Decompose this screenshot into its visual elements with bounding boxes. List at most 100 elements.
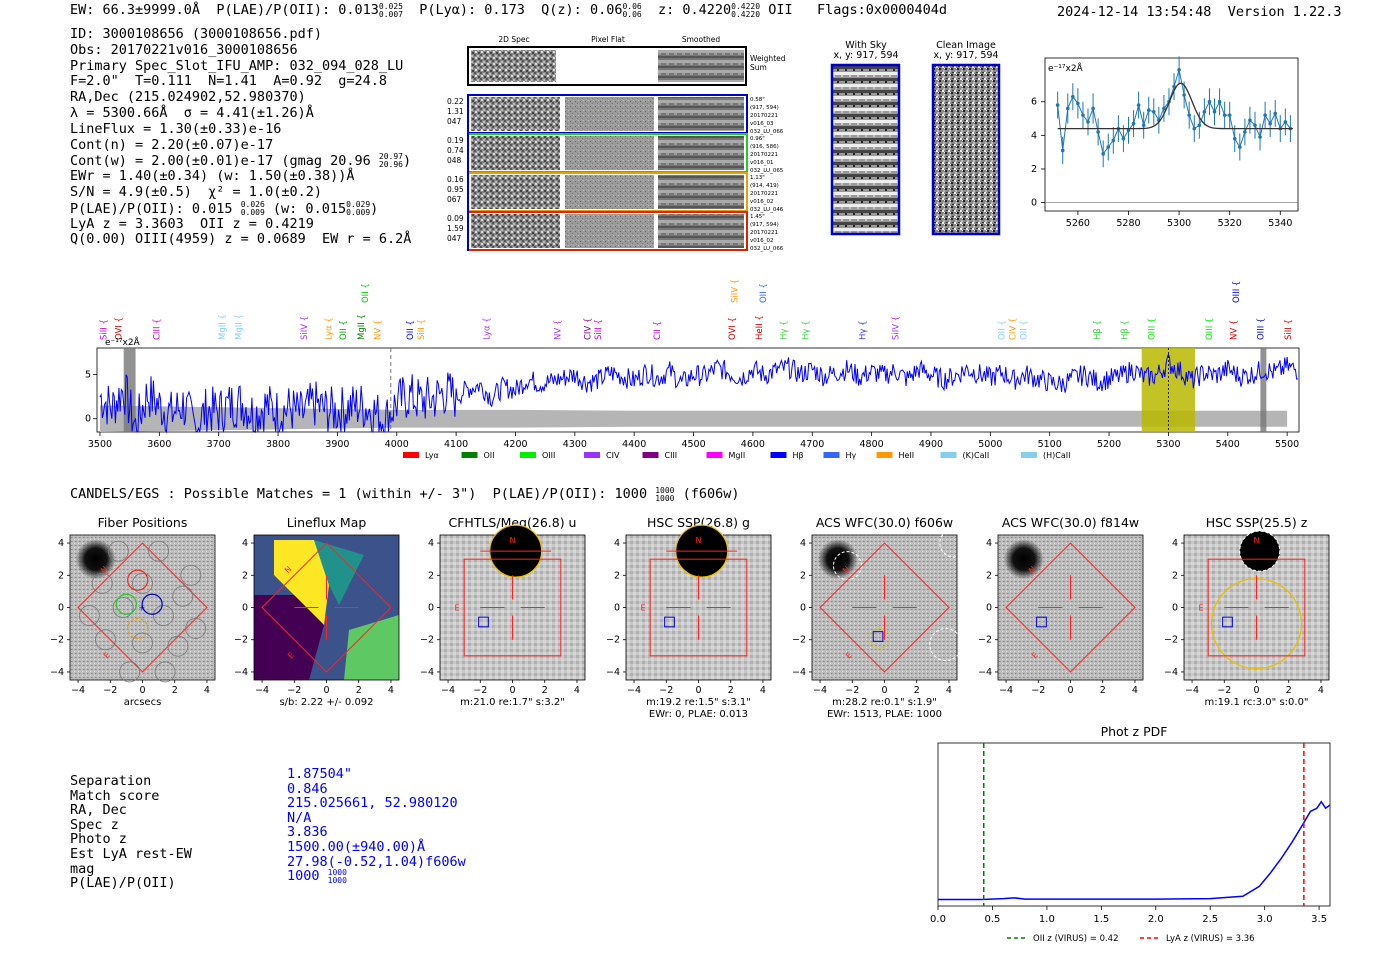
image-ytick-label: 4 [986, 538, 992, 549]
bright-star [1239, 530, 1281, 572]
zoom-xtick-label: 5340 [1268, 218, 1292, 229]
photz-xtick-label: 1.5 [1093, 914, 1109, 925]
zoom-xtick-label: 5280 [1116, 218, 1140, 229]
image-ytick-label: −2 [420, 635, 434, 646]
compass-n: N [1027, 564, 1038, 575]
cutout-right-label: (917, 594) [750, 222, 779, 228]
target-box [1036, 616, 1047, 628]
line-marker-label: OVI { [115, 317, 125, 340]
image-ytick-label: −4 [234, 667, 248, 678]
image-panel: ACS WFC(30.0) f814w N E −4 −2 0 2 4 4 2 0 −2 −4 [978, 515, 1144, 696]
image-xtick-label: 2 [1286, 685, 1292, 696]
photz-axes: 0.0 0.5 1.0 1.5 2.0 2.5 3.0 3.5 [930, 906, 1327, 925]
image-caption: s/b: 2.22 +/- 0.092 [279, 697, 373, 708]
header-datetime: 2024-12-14 13:54:48 [1057, 4, 1212, 20]
photz-legend: OII z (VIRUS) = 0.42 LyA z (VIRUS) = 3.3… [1007, 934, 1255, 944]
fiber-circle-highlight [127, 617, 149, 640]
image-ytick-label: 4 [614, 538, 620, 549]
header-z: z: 0.4220 [657, 2, 732, 18]
cutout-pixelflat [565, 214, 654, 248]
cutout-right-label: 0.58" [750, 97, 765, 103]
image-ytick-label: 0 [428, 603, 434, 614]
image-xtick-label: −4 [1185, 685, 1199, 696]
image-xtick-label: 0 [1253, 685, 1259, 696]
compass-e: E [1030, 651, 1040, 661]
cutout-right-label: 032_LU_065 [750, 168, 784, 174]
legend-label: (H)CaII [1043, 451, 1070, 460]
image-xtick-label: −2 [473, 685, 487, 696]
photz-panel: Phot z PDF 0.0 0.5 1.0 1.5 2.0 2.5 3.0 3.5 OII … [930, 724, 1331, 944]
image-caption: m:19.2 re:1.5" s:3.1" [646, 697, 751, 708]
cutout-right-label: 1.13" [750, 175, 765, 181]
line-marker-label: Hβ { [1120, 320, 1130, 340]
legend-label: Lyα [425, 451, 439, 460]
candels-sup: 1000 [655, 486, 675, 495]
compass-e: E [1199, 604, 1204, 613]
compass-n: N [841, 564, 852, 575]
image-xtick-label: −4 [71, 685, 85, 696]
image-panel-title: HSC SSP(25.5) z [1206, 515, 1308, 530]
info-ewr: EWr = 1.40(±0.34) (w: 1.50(±0.38))Å [70, 168, 355, 185]
line-zoom-plot: e⁻¹⁷x2Å 5260 5280 5300 5320 5340 0 2 4 6 [1031, 56, 1299, 229]
image-ytick-label: 0 [58, 603, 64, 614]
line-marker-label: OIII { [1257, 318, 1267, 340]
compass-n: N [696, 536, 702, 545]
fiber-circle-highlight [115, 593, 137, 615]
photz-xtick-label: 3.5 [1311, 914, 1327, 925]
spectrum-xtick-label: 5400 [1216, 439, 1240, 450]
image-xtick-label: 2 [728, 685, 734, 696]
info-contw-sup: 20.97 [378, 152, 403, 162]
image-ytick-label: 4 [242, 538, 248, 549]
cutout-left-label: 067 [447, 195, 462, 204]
bright-star [817, 539, 858, 580]
zoom-ytick-label: 2 [1031, 164, 1037, 175]
image-xtick-label: 4 [1132, 685, 1138, 696]
line-marker-label: NV { [553, 320, 563, 340]
spectrum-xtick-label: 3600 [147, 439, 171, 450]
compass-e: E [844, 651, 854, 661]
spectrum-xtick-label: 4600 [741, 439, 765, 450]
cutout-right-label: 20170221 [750, 152, 778, 158]
info-contw-sub: 20.96 [378, 160, 403, 170]
cutout-smoothed [658, 175, 744, 209]
info-plae-b: (w: 0.015 [264, 200, 347, 217]
ifu-footprint [1005, 542, 1136, 673]
line-marker-label: SiII { [594, 319, 604, 340]
fiber-circle [95, 629, 116, 651]
photz-series [938, 743, 1331, 906]
zoom-axes: 5260 5280 5300 5320 5340 0 2 4 6 [1031, 97, 1292, 229]
spectrum-ytick-label: 0 [85, 414, 91, 425]
photz-xtick-label: 1.0 [1039, 914, 1055, 925]
match-value-plae: 1000 [287, 868, 320, 885]
image-ytick-label: −2 [792, 635, 806, 646]
spectrum-xtick-label: 4500 [681, 439, 705, 450]
cutout-right-label: 20170221 [750, 191, 778, 197]
image-xtick-label: −4 [999, 685, 1013, 696]
line-marker-label: Hγ { [780, 320, 790, 340]
image-xtick-label: −4 [813, 685, 827, 696]
match-plae-sub: 1000 [327, 876, 347, 886]
cutout-left-label: 1.31 [447, 107, 464, 116]
info-plae-end: ) [370, 200, 379, 217]
legend-label: CIII [665, 451, 678, 460]
weighted-sum-row: Weighted Sum [467, 46, 786, 86]
cutout-left-label: 0.09 [447, 214, 464, 223]
compass-n: N [1254, 536, 1260, 545]
cutout-col-2dspec: 2D Spec [498, 35, 529, 44]
legend-swatch [642, 452, 659, 458]
fiber-circle [153, 605, 174, 626]
photz-frame [937, 742, 1331, 907]
match-value-photoz: 3.836 [287, 824, 328, 841]
image-panel: ACS WFC(30.0) f606w N E −4 −2 0 2 4 4 2 0 −2 −4 m:28.… [792, 515, 969, 720]
image-ytick-label: −4 [420, 667, 434, 678]
line-marker-label: CIV { [583, 318, 593, 340]
image-panel: Lineflux Map N E −4 −2 0 2 4 4 2 0 −2 −4 s/b: 2.22 +/… [234, 515, 400, 708]
match-value-score: 0.846 [287, 780, 328, 797]
legend-label: OII [484, 451, 495, 460]
header-z-sub: 0.4220 [731, 10, 761, 19]
spectrum-mask-band [123, 348, 136, 432]
info-primary: Primary Spec_Slot_IFU_AMP: 032_094_028_L… [70, 57, 404, 74]
match-value-specz: N/A [287, 809, 312, 826]
compass-e: E [286, 651, 296, 661]
